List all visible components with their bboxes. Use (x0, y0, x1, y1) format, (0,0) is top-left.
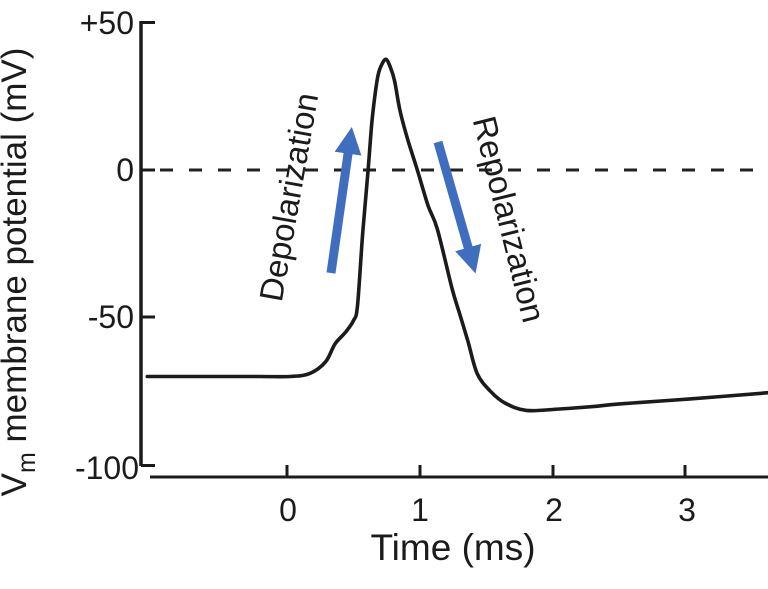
depolarization-label: Depolarization (252, 90, 325, 304)
x-tick-label-0: 0 (279, 492, 297, 528)
y-axis-label-symbol: V (0, 472, 34, 496)
membrane-potential-curve (145, 57, 768, 413)
repolarization-arrow (433, 140, 482, 274)
depolarization-arrow (326, 126, 362, 274)
x-axis-label: Time (ms) (370, 527, 535, 568)
x-tick-label-1: 1 (411, 492, 429, 528)
x-tick-label-2: 2 (545, 492, 563, 528)
y-tick-label-plus50: +50 (80, 5, 134, 41)
y-tick-label-zero: 0 (116, 152, 134, 188)
x-tick-label-3: 3 (678, 492, 696, 528)
repolarization-label: Repolarization (466, 112, 553, 326)
y-tick-label-minus100: -100 (75, 450, 139, 486)
y-tick-label-minus50: -50 (88, 299, 134, 335)
y-axis-label-subscript: m (13, 452, 41, 473)
y-axis-label: Vm membrane potential (mV) (0, 48, 41, 497)
y-axis-label-text: membrane potential (mV) (0, 48, 34, 453)
